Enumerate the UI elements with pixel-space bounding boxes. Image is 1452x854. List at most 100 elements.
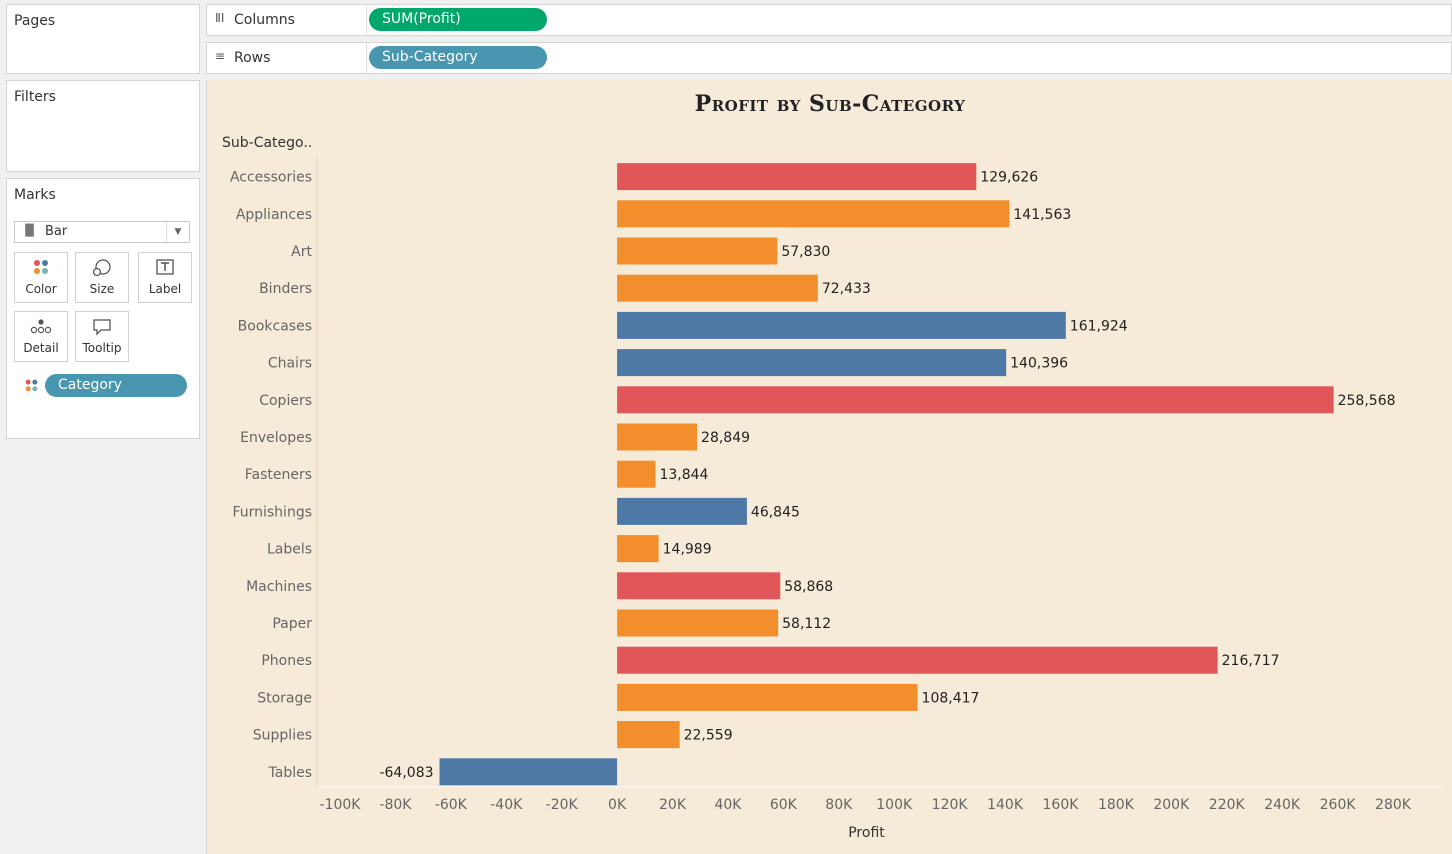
data-label: 129,626 — [980, 170, 1038, 186]
filters-title: Filters — [14, 89, 56, 105]
x-tick-label: 220K — [1209, 797, 1246, 813]
bar-chart-icon: ▐▌ — [21, 224, 38, 237]
category-label: Fasteners — [245, 467, 312, 483]
x-tick-label: -60K — [435, 797, 468, 813]
x-tick-label: 60K — [770, 797, 798, 813]
row-header: Sub-Catego.. — [222, 135, 313, 151]
marks-title: Marks — [14, 187, 56, 203]
detail-icon — [15, 312, 67, 338]
mark-type-value: Bar — [45, 224, 68, 239]
bar — [617, 386, 1334, 414]
x-tick-label: 200K — [1153, 797, 1190, 813]
data-label: 14,989 — [663, 542, 712, 558]
bar — [617, 572, 781, 600]
sum-profit-pill[interactable]: SUM(Profit) — [369, 8, 547, 31]
bar — [617, 460, 656, 488]
bar — [617, 163, 977, 191]
x-tick-label: -80K — [379, 797, 412, 813]
category-label: Envelopes — [240, 430, 312, 446]
detail-label: Detail — [23, 341, 59, 355]
tooltip-button[interactable]: Tooltip — [75, 311, 129, 362]
category-label: Paper — [272, 616, 312, 632]
category-label: Chairs — [268, 356, 312, 372]
x-tick-label: 0K — [608, 797, 627, 813]
bar — [617, 349, 1007, 377]
pages-title: Pages — [14, 13, 56, 29]
chevron-down-icon[interactable]: ▼ — [166, 222, 189, 242]
x-tick-label: -100K — [320, 797, 362, 813]
category-pill[interactable]: Category — [45, 374, 187, 397]
bar — [617, 609, 779, 637]
bar — [617, 311, 1066, 339]
category-label: Furnishings — [232, 504, 312, 520]
category-label: Accessories — [230, 170, 312, 186]
x-tick-label: 100K — [876, 797, 913, 813]
bar — [617, 237, 778, 265]
category-label: Appliances — [236, 207, 312, 223]
size-icon — [76, 253, 128, 279]
label-icon — [139, 253, 191, 279]
columns-icon: ⅡⅠ — [215, 11, 225, 25]
category-label: Bookcases — [238, 318, 312, 334]
bar — [617, 721, 680, 749]
detail-button[interactable]: Detail — [14, 311, 68, 362]
color-pill-icon — [24, 378, 39, 397]
filters-card[interactable]: Filters — [6, 80, 200, 172]
tooltip-label: Tooltip — [82, 341, 122, 355]
x-tick-label: 140K — [987, 797, 1024, 813]
label-label: Label — [148, 282, 182, 296]
rows-icon: ≡ — [215, 49, 226, 63]
x-tick-label: 80K — [825, 797, 853, 813]
sub-category-pill[interactable]: Sub-Category — [369, 46, 547, 69]
bar — [617, 200, 1010, 228]
chart-title: Profit by Sub-Category — [694, 91, 966, 117]
category-label: Art — [291, 244, 312, 260]
data-label: 108,417 — [922, 690, 980, 706]
category-label: Binders — [259, 281, 312, 297]
x-axis-title: Profit — [848, 825, 885, 841]
bar — [617, 646, 1218, 674]
tooltip-icon — [76, 312, 128, 338]
bar — [617, 683, 918, 711]
category-label: Tables — [268, 765, 313, 781]
color-button[interactable]: Color — [14, 252, 68, 303]
columns-shelf[interactable]: ⅡⅠ Columns SUM(Profit) — [206, 4, 1452, 36]
bar — [617, 423, 698, 451]
bar — [617, 274, 818, 302]
color-icon — [15, 253, 67, 279]
size-button[interactable]: Size — [75, 252, 129, 303]
viz-area: Profit by Sub-Category Sub-Catego.. Acce… — [206, 80, 1452, 854]
shelf-divider — [366, 5, 367, 35]
data-label: 57,830 — [781, 244, 830, 260]
data-label: 140,396 — [1010, 356, 1068, 372]
bar — [617, 497, 747, 525]
data-label: 216,717 — [1222, 653, 1280, 669]
pages-card[interactable]: Pages — [6, 4, 200, 74]
data-label: 46,845 — [751, 504, 800, 520]
bar — [617, 535, 659, 563]
columns-label: Columns — [234, 12, 295, 28]
rows-shelf[interactable]: ≡ Rows Sub-Category — [206, 42, 1452, 74]
x-tick-label: -40K — [490, 797, 523, 813]
mark-type-dropdown[interactable]: ▐▌ Bar ▼ — [14, 221, 190, 243]
category-label: Supplies — [253, 728, 312, 744]
data-label: 58,112 — [782, 616, 831, 632]
data-label: 28,849 — [701, 430, 750, 446]
category-label: Machines — [246, 579, 312, 595]
x-tick-label: 40K — [714, 797, 742, 813]
x-tick-label: 120K — [932, 797, 969, 813]
data-label: 161,924 — [1070, 318, 1128, 334]
x-tick-label: 180K — [1098, 797, 1135, 813]
data-label: 258,568 — [1338, 393, 1396, 409]
shelf-divider — [366, 43, 367, 73]
x-tick-label: 260K — [1320, 797, 1357, 813]
data-label: 58,868 — [784, 579, 833, 595]
data-label: 141,563 — [1013, 207, 1071, 223]
label-button[interactable]: Label — [138, 252, 192, 303]
x-tick-label: 280K — [1375, 797, 1412, 813]
x-tick-label: -20K — [546, 797, 579, 813]
size-label: Size — [89, 282, 115, 296]
rows-label: Rows — [234, 50, 271, 66]
marks-card: Marks ▐▌ Bar ▼ Color Size La — [6, 178, 200, 439]
category-label: Phones — [261, 653, 312, 669]
